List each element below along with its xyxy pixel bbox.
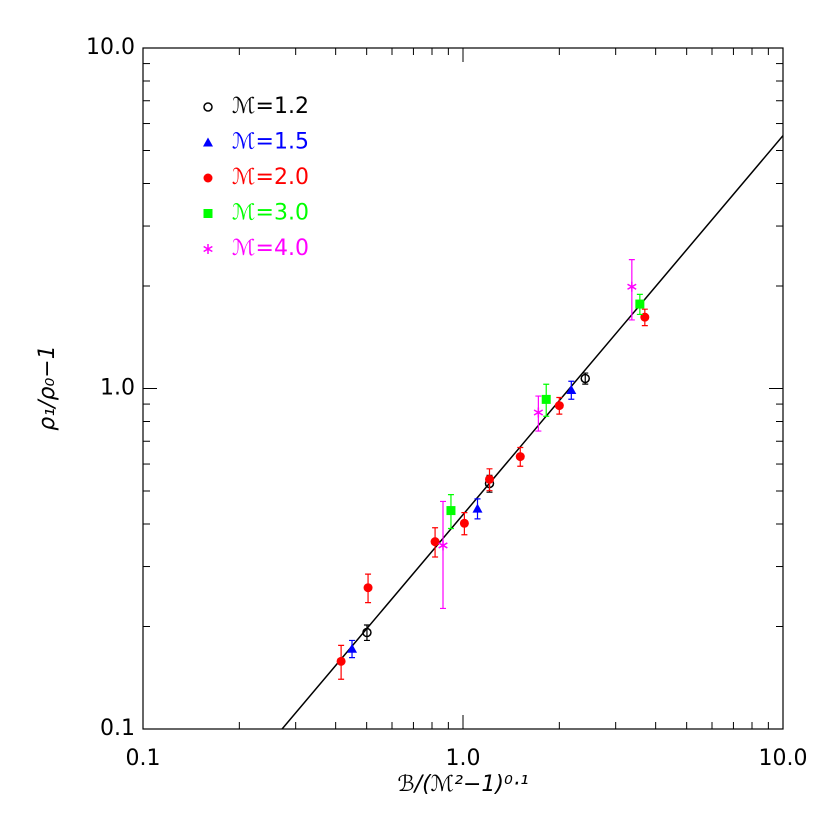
x-tick-label: 0.1 bbox=[126, 746, 161, 771]
marker bbox=[635, 299, 645, 309]
marker bbox=[580, 373, 590, 384]
fit-line bbox=[281, 135, 783, 729]
y-tick-label: 0.1 bbox=[100, 716, 135, 741]
legend-marker bbox=[203, 102, 213, 112]
marker bbox=[541, 394, 551, 404]
y-axis-label: ρ₁/ρ₀−1 bbox=[35, 345, 60, 430]
marker bbox=[484, 474, 494, 484]
marker bbox=[347, 643, 358, 653]
marker bbox=[430, 537, 440, 547]
marker bbox=[336, 656, 346, 666]
marker bbox=[533, 407, 544, 418]
legend-label: ℳ=4.0 bbox=[232, 236, 309, 261]
x-axis-label: ℬ/(ℳ²−1)⁰·¹ bbox=[397, 772, 528, 797]
error-bar bbox=[440, 500, 447, 610]
marker bbox=[515, 452, 525, 462]
y-tick-label: 10.0 bbox=[86, 35, 135, 60]
error-bar bbox=[363, 624, 370, 642]
x-tick-label: 1.0 bbox=[446, 746, 481, 771]
marker bbox=[554, 401, 564, 411]
y-tick-label: 1.0 bbox=[100, 376, 135, 401]
legend-label: ℳ=1.2 bbox=[232, 94, 309, 119]
marker bbox=[363, 583, 373, 593]
legend-marker bbox=[203, 244, 213, 254]
legend-label: ℳ=2.0 bbox=[232, 165, 309, 190]
marker bbox=[472, 503, 483, 513]
marker bbox=[446, 506, 456, 516]
legend-marker bbox=[203, 137, 213, 147]
legend-marker bbox=[203, 209, 213, 218]
legend-label: ℳ=3.0 bbox=[232, 201, 309, 226]
legend-marker bbox=[203, 173, 213, 183]
marker bbox=[438, 540, 448, 551]
marker bbox=[362, 627, 372, 638]
marker bbox=[627, 281, 637, 292]
legend-label: ℳ=1.5 bbox=[232, 130, 309, 155]
marker bbox=[459, 518, 469, 528]
marker bbox=[566, 384, 577, 394]
x-tick-label: 10.0 bbox=[759, 746, 808, 771]
